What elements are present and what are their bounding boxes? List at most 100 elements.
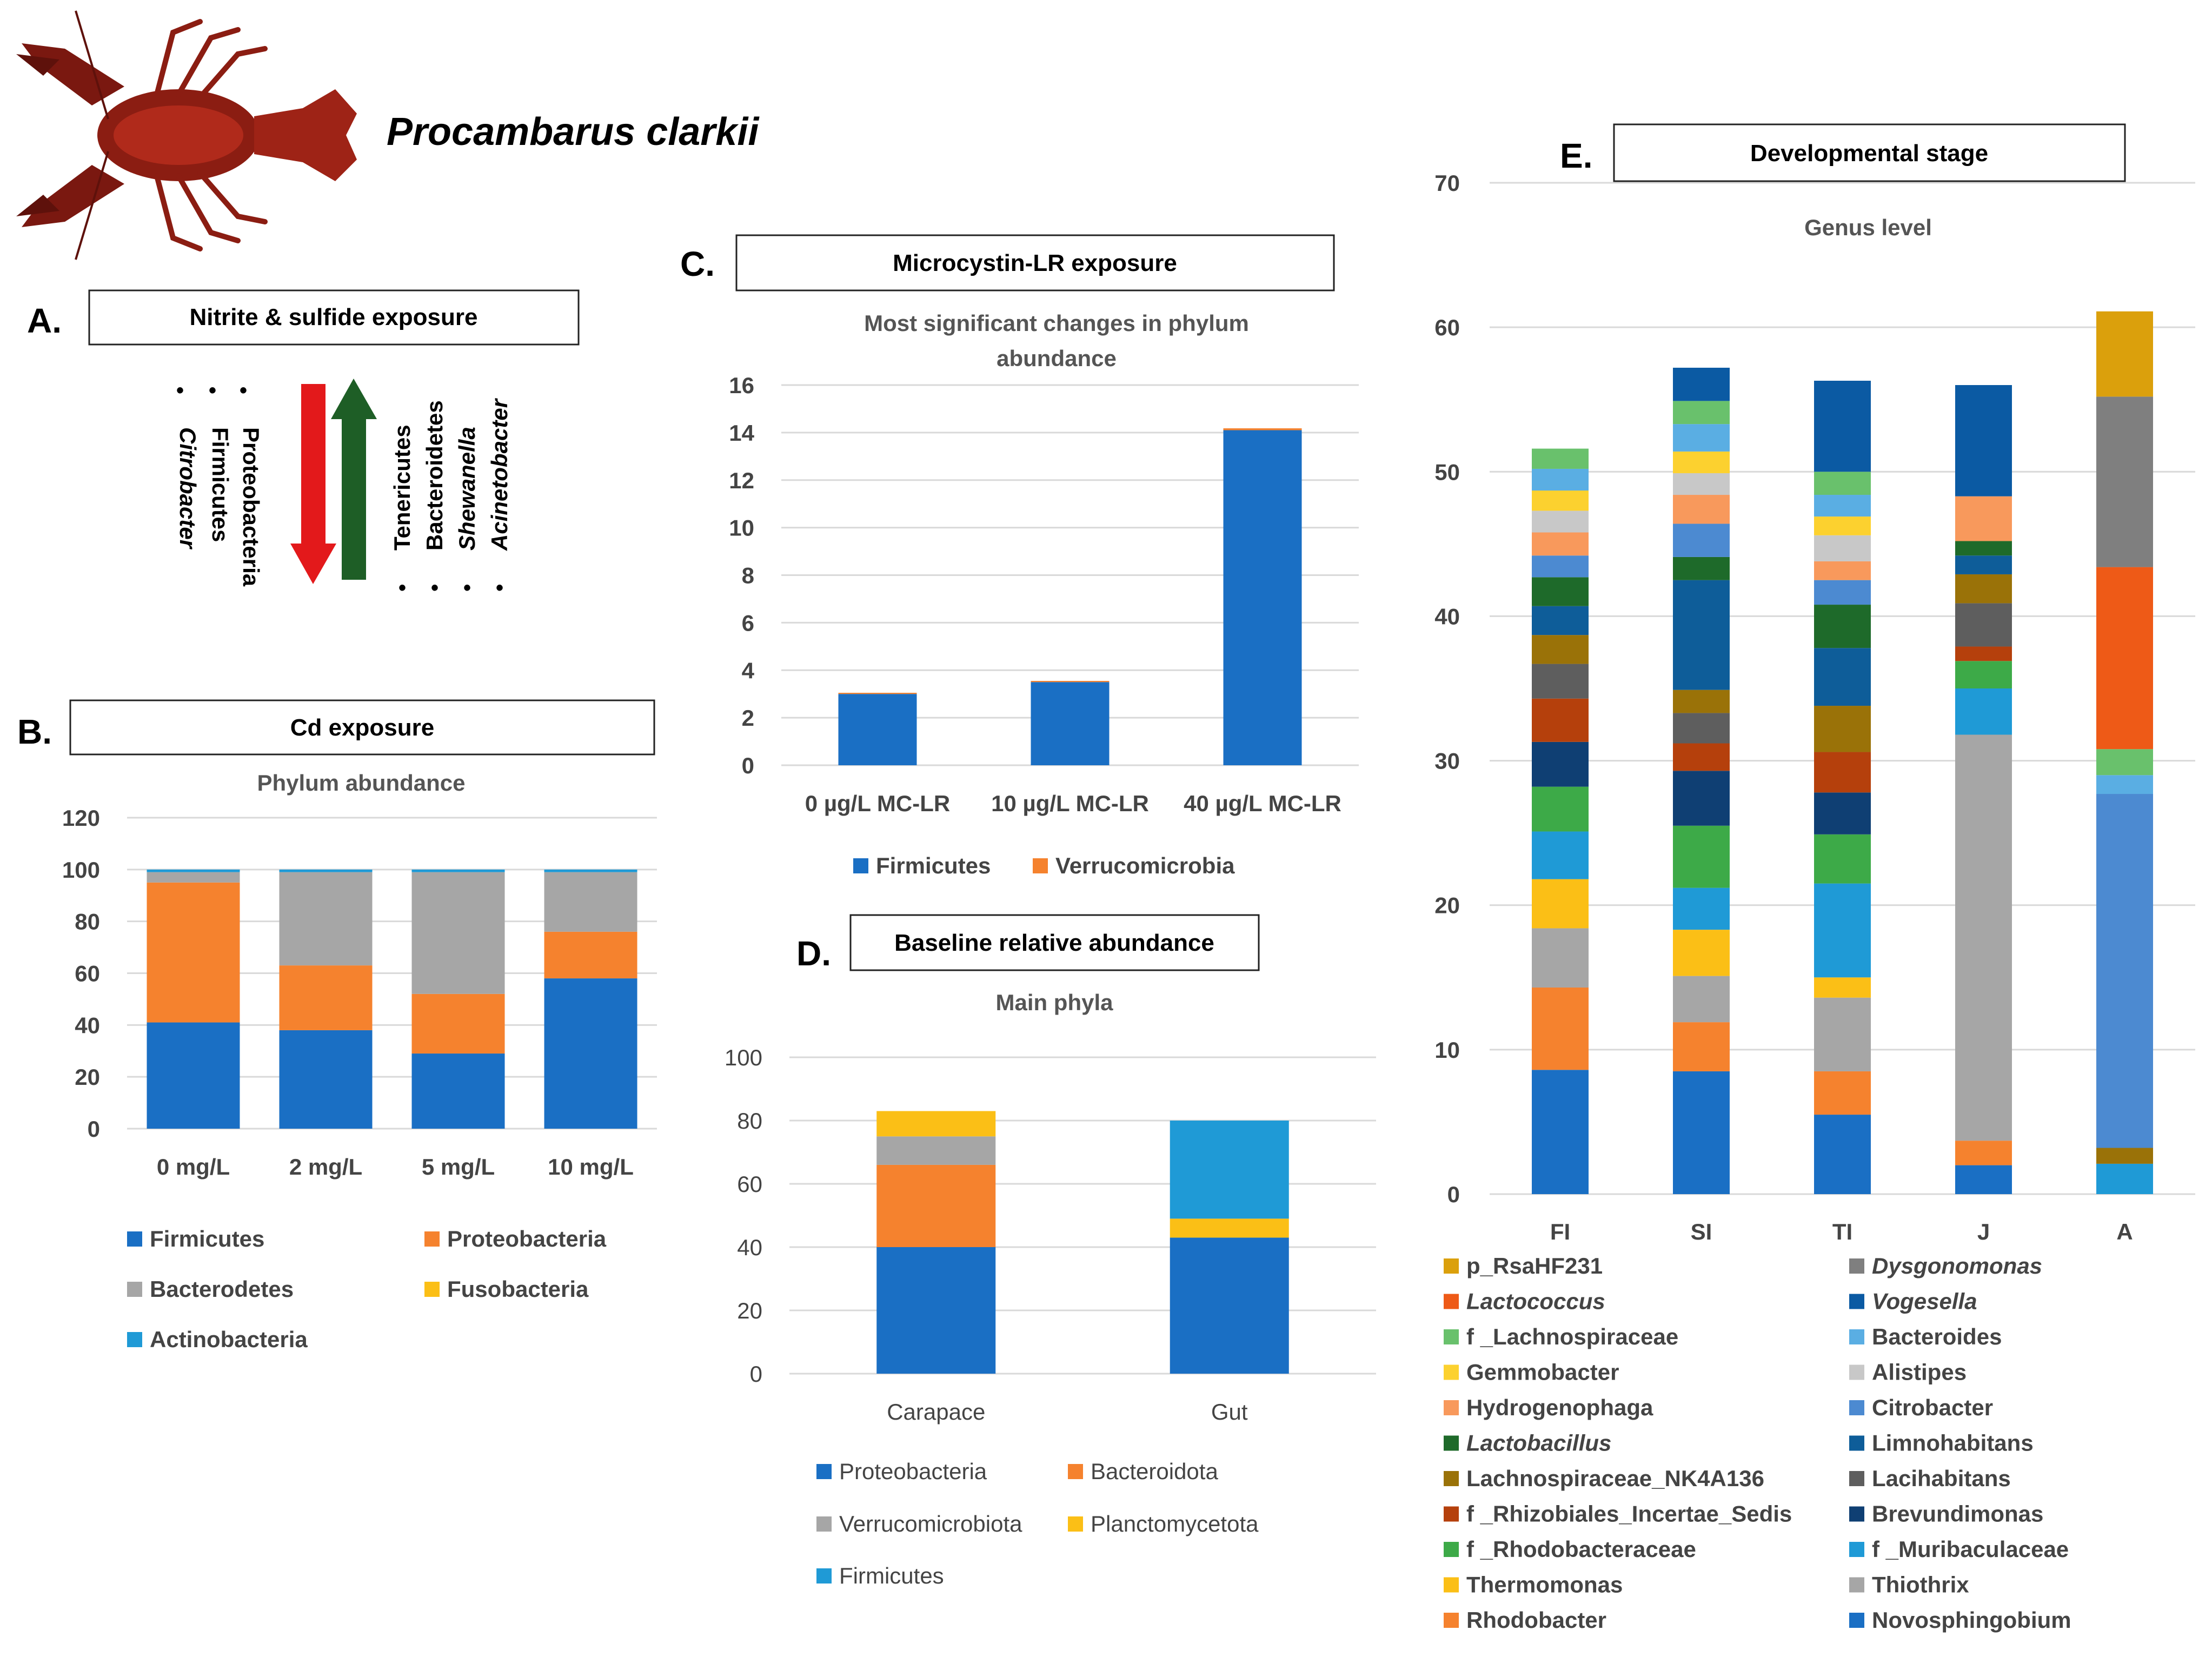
bar-segment <box>1223 430 1302 765</box>
bar-segment <box>876 1111 996 1137</box>
bar-segment <box>1673 424 1730 452</box>
panel-c-box-title: Microcystin-LR exposure <box>893 250 1177 276</box>
panel-a-increased-list: Tenericutes • Bacteroidetes • Shewanella • Aci… <box>389 397 512 600</box>
legend-label: Firmicutes <box>839 1563 944 1588</box>
x-tick-label: TI <box>1832 1219 1852 1244</box>
bar-segment <box>1532 928 1589 988</box>
increased-taxon-label: Tenericutes <box>389 425 415 551</box>
x-tick-label: J <box>1977 1219 1990 1244</box>
legend-swatch <box>1444 1364 1459 1380</box>
chart-d: 0 20 40 60 80 100 Carapace Gut Proteobacteria Bac… <box>725 1045 1376 1588</box>
bar-segment <box>1673 771 1730 826</box>
legend-swatch <box>1849 1400 1864 1415</box>
bar-segment <box>1814 1071 1871 1115</box>
legend-label: p_RsaHF231 <box>1466 1253 1603 1278</box>
bar-segment <box>1814 580 1871 605</box>
bar-segment <box>147 872 240 883</box>
bar-segment <box>1532 635 1589 664</box>
legend-swatch <box>1849 1364 1864 1380</box>
bar-segment <box>1955 688 2012 735</box>
increased-taxon-label: Acinetobacter <box>487 397 512 551</box>
bar-segment <box>1814 535 1871 561</box>
legend-swatch <box>816 1516 832 1532</box>
bar-segment <box>544 978 637 1129</box>
bar-segment <box>838 692 917 694</box>
bar-segment <box>876 1136 996 1165</box>
bar-segment <box>1532 786 1589 832</box>
bar-segment <box>1532 555 1589 578</box>
legend-label: Verrucomicrobia <box>1055 853 1235 878</box>
bar-segment <box>279 1030 373 1129</box>
legend-swatch <box>1444 1471 1459 1486</box>
y-tick-label: 2 <box>742 705 754 731</box>
bar-segment <box>1673 451 1730 473</box>
legend-label: Bacteroides <box>1872 1324 2002 1349</box>
bar-segment <box>1814 752 1871 793</box>
bar-segment <box>147 1022 240 1129</box>
legend-label: Gemmobacter <box>1466 1360 1619 1385</box>
panel-a-decreased-list: Proteobacteria • Firmicutes • Citrobacter • <box>175 379 264 587</box>
legend-swatch <box>1849 1435 1864 1451</box>
panel-b-letter: B. <box>17 712 52 751</box>
bar-segment <box>2096 1163 2153 1194</box>
bar-segment <box>1673 743 1730 771</box>
legend-label: Lactobacillus <box>1466 1430 1611 1456</box>
bar-segment <box>1814 561 1871 580</box>
x-tick-label: 10 µg/L MC-LR <box>991 791 1149 816</box>
y-tick-label: 0 <box>88 1116 100 1142</box>
bar-segment <box>2096 794 2153 1148</box>
y-tick-label: 10 <box>1434 1037 1460 1063</box>
bar-segment <box>1673 930 1730 976</box>
bar-segment <box>544 872 637 932</box>
legend-label: Firmicutes <box>876 853 991 878</box>
legend-label: Proteobacteria <box>447 1226 607 1251</box>
legend-label: Brevundimonas <box>1872 1501 2043 1527</box>
bar-segment <box>2096 311 2153 397</box>
y-tick-label: 10 <box>729 515 754 541</box>
legend-swatch <box>1068 1464 1083 1479</box>
bar-segment <box>147 869 240 872</box>
increased-taxon-bullet: • <box>398 576 406 600</box>
bar-segment <box>1532 879 1589 929</box>
legend-swatch <box>1849 1329 1864 1344</box>
bar-segment <box>2096 1148 2153 1164</box>
panel-e: E. Developmental stage Genus level 0 10 20… <box>1434 123 2195 1633</box>
x-tick-label: 0 mg/L <box>157 1154 230 1180</box>
bar-segment <box>1532 468 1589 491</box>
legend-label: Fusobacteria <box>447 1276 589 1302</box>
chart-c-title-line-1: Most significant changes in phylum <box>864 310 1249 336</box>
panel-b: B. Cd exposure Phylum abundance 0 20 40 60 8… <box>17 699 657 1352</box>
legend-swatch <box>1444 1613 1459 1628</box>
y-tick-label: 16 <box>729 373 754 398</box>
legend-swatch <box>1068 1516 1083 1532</box>
legend-label: Lactococcus <box>1466 1289 1605 1314</box>
chart-e: 0 10 20 30 40 50 60 70 FI SI TI J Ap_RsaHF231 Lactoco… <box>1434 170 2195 1633</box>
legend-label: Dysgonomonas <box>1872 1253 2042 1278</box>
legend-label: f _Rhizobiales_Incertae_Sedis <box>1466 1501 1792 1527</box>
bar-segment <box>1532 1070 1589 1194</box>
legend-swatch <box>1444 1435 1459 1451</box>
panel-d-title-box <box>849 914 1260 971</box>
bar-segment <box>411 1054 505 1129</box>
y-tick-label: 80 <box>737 1108 762 1134</box>
x-tick-label: 2 mg/L <box>289 1154 362 1180</box>
bar-segment <box>1673 690 1730 713</box>
y-tick-label: 30 <box>1434 748 1460 774</box>
legend-label: Verrucomicrobiota <box>839 1511 1022 1536</box>
bar-segment <box>1814 706 1871 752</box>
legend-label: Citrobacter <box>1872 1395 1993 1420</box>
legend-label: Proteobacteria <box>839 1459 987 1484</box>
legend-label: Thiothrix <box>1872 1572 1969 1598</box>
decreased-taxon-label: Firmicutes <box>208 427 233 542</box>
bar-segment <box>1673 887 1730 930</box>
y-tick-label: 6 <box>742 610 754 635</box>
legend-label: Hydrogenophaga <box>1466 1395 1653 1420</box>
legend-swatch <box>1849 1471 1864 1486</box>
legend-swatch <box>424 1231 440 1247</box>
decreased-taxon-bullet: • <box>176 379 184 402</box>
bar-segment <box>1814 648 1871 706</box>
legend-label: Rhodobacter <box>1466 1607 1606 1633</box>
decreased-taxon-bullet: • <box>209 379 216 402</box>
bar-segment <box>147 882 240 1023</box>
panel-c-title-box <box>735 234 1335 291</box>
